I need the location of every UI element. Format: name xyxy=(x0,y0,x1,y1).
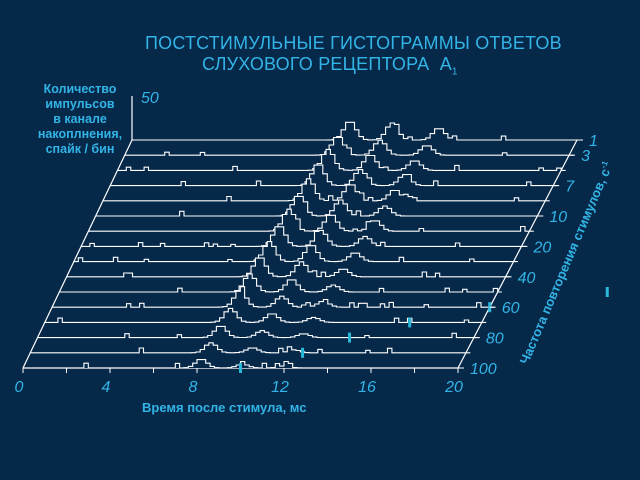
stimulus-period-marker xyxy=(301,347,305,358)
histogram-trace xyxy=(110,164,558,187)
histogram-trace xyxy=(88,208,534,232)
left-depth-axis-line xyxy=(22,139,133,369)
histogram-trace xyxy=(95,195,542,217)
histogram-trace xyxy=(66,257,510,278)
y-tick-label: 50 xyxy=(141,90,159,107)
histogram-trace xyxy=(52,286,495,308)
chart-title-line2: СЛУХОВОГО РЕЦЕПТОРА А1 xyxy=(202,54,458,78)
z-tick-label: 3 xyxy=(581,148,590,165)
z-tick-label: 1 xyxy=(589,133,598,150)
histogram-trace xyxy=(37,325,479,339)
histogram-trace xyxy=(117,148,566,171)
z-axis-line xyxy=(457,139,578,369)
histogram-trace xyxy=(30,342,471,354)
x-axis-label: Время после стимула, мс xyxy=(142,400,307,415)
stimulus-period-marker xyxy=(239,363,242,373)
stimulus-period-marker xyxy=(408,317,412,328)
x-tick-label: 16 xyxy=(358,379,376,396)
histogram-fill xyxy=(124,137,574,156)
histogram-trace xyxy=(59,273,502,293)
x-tick-label: 20 xyxy=(444,379,463,396)
x-tick-label: 12 xyxy=(271,379,289,396)
y-axis-label-line: накоплнения, xyxy=(37,127,123,141)
y-axis-label-line: в канале xyxy=(53,112,107,126)
z-tick-label: 60 xyxy=(502,300,520,317)
histogram-fill xyxy=(132,122,582,140)
histogram-fill xyxy=(37,326,479,338)
z-tick-label: 100 xyxy=(470,361,497,378)
y-axis-label-line: спайк / бин xyxy=(45,142,115,156)
y-axis-label: Количество импульсов в канале накоплнени… xyxy=(18,82,142,157)
chart-title-sub: 1 xyxy=(451,66,458,78)
chart-title-a: А xyxy=(439,54,452,74)
histogram-trace xyxy=(44,307,487,323)
y-axis-label-line: импульсов xyxy=(45,97,115,111)
stimulus-period-marker xyxy=(348,332,352,343)
histogram-trace xyxy=(73,241,518,263)
z-tick-label: 40 xyxy=(518,270,536,287)
x-tick-label: 4 xyxy=(102,379,111,396)
histogram-trace xyxy=(124,136,574,156)
chart-title-text: СЛУХОВОГО РЕЦЕПТОРА xyxy=(202,54,430,74)
x-tick-label: 0 xyxy=(15,379,24,396)
y-axis-label-line: Количество xyxy=(43,82,117,96)
z-tick-label: 7 xyxy=(565,179,575,196)
z-tick-label: 80 xyxy=(486,331,504,348)
histogram-fill xyxy=(30,342,471,353)
histogram-trace xyxy=(23,359,463,369)
z-tick-label: 20 xyxy=(532,239,551,256)
x-tick-label: 8 xyxy=(189,379,198,396)
histogram-trace xyxy=(102,178,550,202)
histogram-fill xyxy=(44,308,487,323)
histogram-trace xyxy=(81,226,526,247)
histogram-fill xyxy=(23,359,463,368)
z-tick-label: 10 xyxy=(549,209,567,226)
stimulus-period-marker xyxy=(605,287,609,297)
chart-title-line1: ПОСТСТИМУЛЬНЫЕ ГИСТОГРАММЫ ОТВЕТОВ xyxy=(145,33,562,53)
histogram-trace xyxy=(132,121,582,141)
